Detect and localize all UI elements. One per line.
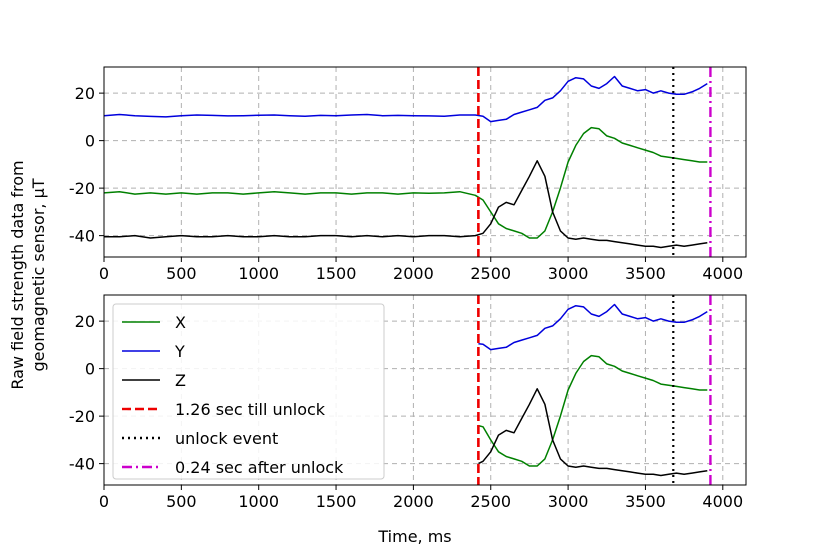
series-line-x bbox=[103, 126, 708, 239]
x-tick-label: 3500 bbox=[625, 264, 666, 283]
x-tick-label: 2000 bbox=[393, 492, 434, 511]
panel-top: -40 -20 0 20 0 500 1000 1500 2000 2500 3000 3500 400… bbox=[69, 66, 747, 283]
y-tick-label: -20 bbox=[69, 407, 95, 426]
y-tick-label: -20 bbox=[69, 179, 95, 198]
x-tick-label: 0 bbox=[99, 492, 109, 511]
y-tick-label: 0 bbox=[85, 132, 95, 151]
y-tick-label: -40 bbox=[69, 227, 95, 246]
legend-label: Y bbox=[174, 342, 185, 361]
x-tick-label: 3000 bbox=[548, 264, 589, 283]
y-axis-label: Raw field strength data from geomagnetic… bbox=[8, 160, 48, 389]
x-tick-label: 3000 bbox=[548, 492, 589, 511]
x-tick-label: 500 bbox=[166, 492, 197, 511]
x-tick-label: 500 bbox=[166, 264, 197, 283]
legend-label: 0.24 sec after unlock bbox=[175, 458, 344, 477]
series-line-x bbox=[478, 354, 708, 467]
y-tick-label: 20 bbox=[75, 84, 95, 103]
legend: XYZ 1.26 sec till unlock unlock event 0.24 … bbox=[112, 303, 385, 480]
y-tick-label: 20 bbox=[75, 312, 95, 331]
x-tick-label: 3500 bbox=[625, 492, 666, 511]
y-tick-label: 0 bbox=[85, 360, 95, 379]
x-tick-label: 1500 bbox=[316, 264, 357, 283]
series-line-z bbox=[478, 388, 708, 477]
series-line-z bbox=[104, 160, 708, 249]
x-tick-label: 1000 bbox=[238, 492, 279, 511]
x-tick-label: 2500 bbox=[470, 264, 511, 283]
x-tick-label: 1500 bbox=[316, 492, 357, 511]
y-tick-label: -40 bbox=[69, 455, 95, 474]
x-tick-label: 0 bbox=[99, 264, 109, 283]
axes-frame bbox=[103, 66, 747, 258]
panel-bottom: -40 -20 0 20 0 500 1000 1500 2000 2500 3000 3500 400… bbox=[69, 294, 747, 511]
series-line-y bbox=[103, 75, 708, 123]
legend-label: Z bbox=[175, 371, 186, 390]
legend-label: unlock event bbox=[175, 429, 278, 448]
x-tick-label: 2500 bbox=[470, 492, 511, 511]
axes-frame bbox=[103, 294, 747, 486]
x-tick-label: 1000 bbox=[238, 264, 279, 283]
y-axis-label-line-2: geomagnetic sensor, µT bbox=[29, 178, 48, 371]
y-axis-label-line-1: Raw field strength data from bbox=[8, 160, 27, 389]
x-tick-label: 2000 bbox=[393, 264, 434, 283]
series-line-y bbox=[478, 303, 708, 351]
x-axis-label: Time, ms bbox=[377, 527, 451, 546]
legend-label: 1.26 sec till unlock bbox=[175, 400, 326, 419]
x-tick-label: 4000 bbox=[702, 492, 743, 511]
legend-label: X bbox=[175, 313, 186, 332]
legend-box bbox=[112, 303, 385, 480]
x-tick-label: 4000 bbox=[702, 264, 743, 283]
